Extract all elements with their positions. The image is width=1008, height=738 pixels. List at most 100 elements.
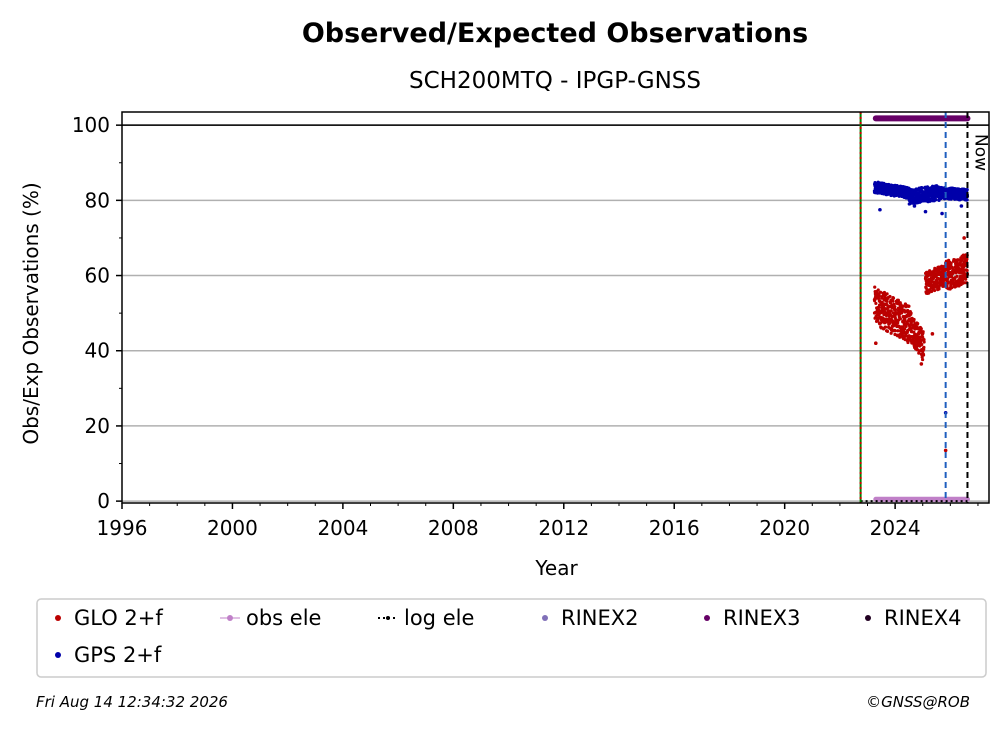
legend-rinex3-marker bbox=[704, 615, 710, 621]
x-tick-label: 2020 bbox=[759, 516, 810, 540]
series-glo-2-f-point bbox=[889, 309, 893, 313]
series-glo-2-f-point bbox=[907, 304, 911, 308]
y-tick-label: 0 bbox=[97, 489, 110, 513]
x-tick-label: 2000 bbox=[207, 516, 258, 540]
series-glo-2-f-point bbox=[922, 340, 926, 344]
series-glo-2-f-point bbox=[896, 298, 900, 302]
now-label: Now bbox=[970, 134, 990, 171]
series-glo-2-f-point bbox=[893, 308, 898, 312]
legend-rinex2-label: RINEX2 bbox=[561, 606, 639, 630]
series-glo-2-f-point bbox=[896, 321, 900, 325]
series-glo-2-f-point bbox=[921, 357, 925, 362]
x-tick-label: 2012 bbox=[538, 516, 589, 540]
series-glo-2-f-point bbox=[873, 285, 877, 289]
series-glo-2-f-point bbox=[903, 327, 907, 331]
legend-gps-2-f-label: GPS 2+f bbox=[74, 643, 162, 667]
series-glo-2-f-point bbox=[912, 317, 916, 322]
series-glo-2-f-point bbox=[882, 290, 887, 295]
x-tick-label: 2024 bbox=[870, 516, 921, 540]
series-glo-2-f-point bbox=[877, 293, 881, 297]
legend-rinex4-label: RINEX4 bbox=[884, 606, 962, 630]
series-glo-2-f-point bbox=[904, 324, 908, 329]
series-glo-2-f-point bbox=[922, 337, 926, 342]
legend-log-ele-label: log ele bbox=[404, 606, 474, 630]
legend-rinex4-marker bbox=[865, 615, 871, 621]
y-tick-label: 20 bbox=[85, 414, 110, 438]
series-glo-2-f-point bbox=[929, 289, 934, 294]
y-tick-label: 80 bbox=[85, 188, 110, 212]
series-glo-2-f-point bbox=[885, 292, 889, 296]
series-gps-2-f-outlier bbox=[923, 209, 928, 214]
legend-rinex3-label: RINEX3 bbox=[723, 606, 801, 630]
series-glo-2-f-point bbox=[874, 301, 878, 306]
series-glo-2-f-outlier bbox=[873, 341, 878, 346]
series-gps-2-f-outlier bbox=[878, 207, 882, 212]
y-tick-label: 60 bbox=[85, 264, 110, 288]
series-gps-2-f-point bbox=[934, 198, 938, 202]
series-glo-2-f-point bbox=[891, 296, 896, 300]
series-glo-2-f-point bbox=[965, 257, 969, 261]
footer-credit: ©GNSS@ROB bbox=[866, 693, 970, 711]
legend-glo-2-f-label: GLO 2+f bbox=[74, 606, 163, 630]
series-glo-2-f-outlier bbox=[919, 362, 924, 366]
x-axis-label: Year bbox=[534, 556, 578, 580]
series-glo-2-f-point bbox=[889, 331, 893, 335]
x-tick-label: 1996 bbox=[97, 516, 148, 540]
x-tick-label: 2008 bbox=[428, 516, 479, 540]
series-gps-2-f-outlier bbox=[959, 204, 964, 208]
series-glo-2-f-point bbox=[921, 330, 925, 334]
series-glo-2-f-point bbox=[888, 294, 892, 299]
series-glo-2-f-point bbox=[906, 340, 910, 345]
series-glo-2-f-point bbox=[885, 329, 890, 333]
series-glo-2-f-point bbox=[878, 290, 883, 294]
series-glo-2-f-point bbox=[919, 338, 924, 342]
series-glo-2-f-point bbox=[955, 274, 959, 278]
legend-gps-2-f-marker bbox=[55, 652, 61, 658]
series-glo-2-f-point bbox=[965, 268, 969, 273]
chart-subtitle: SCH200MTQ - IPGP-GNSS bbox=[409, 68, 701, 94]
series-glo-2-f-point bbox=[949, 261, 953, 265]
series-glo-2-f-point bbox=[900, 306, 904, 311]
series-glo-2-f-point bbox=[898, 317, 903, 321]
series-glo-2-f-point bbox=[891, 299, 895, 303]
series-gps-2-f-point bbox=[965, 188, 969, 192]
legend-rinex2-marker bbox=[542, 615, 548, 621]
series-glo-2-f-outlier bbox=[962, 236, 966, 240]
series-glo-2-f-point bbox=[893, 305, 897, 309]
series-glo-2-f-point bbox=[876, 288, 880, 292]
x-tick-label: 2004 bbox=[317, 516, 368, 540]
series-glo-2-f-point bbox=[950, 286, 954, 290]
series-glo-2-f-outlier bbox=[930, 332, 935, 336]
series-glo-2-f-point bbox=[932, 288, 937, 293]
legend-obs-ele-label: obs ele bbox=[246, 606, 321, 630]
series-gps-2-f-outlier bbox=[912, 204, 917, 208]
chart-title: Observed/Expected Observations bbox=[302, 18, 808, 49]
series-glo-2-f-point bbox=[909, 311, 913, 315]
series-glo-2-f-point bbox=[921, 353, 926, 357]
series-glo-2-f-point bbox=[898, 335, 902, 339]
series-glo-2-f-outlier bbox=[943, 448, 948, 453]
series-gps-2-f-outlier bbox=[940, 211, 944, 216]
series-glo-2-f-point bbox=[937, 287, 941, 291]
series-glo-2-f-point bbox=[893, 329, 897, 333]
series-glo-2-f-point bbox=[916, 321, 920, 326]
legend-log-ele-marker bbox=[386, 616, 390, 620]
series-glo-2-f-point bbox=[916, 332, 921, 336]
legend-obs-ele-marker bbox=[227, 615, 233, 621]
legend-glo-2-f-marker bbox=[55, 615, 61, 621]
series-glo-2-f-point bbox=[964, 277, 968, 281]
series-glo-2-f-point bbox=[883, 325, 888, 329]
x-tick-label: 2016 bbox=[649, 516, 700, 540]
series-glo-2-f-point bbox=[903, 334, 907, 339]
plot-frame bbox=[121, 111, 990, 504]
y-axis-label: Obs/Exp Observations (%) bbox=[19, 182, 43, 444]
series-glo-2-f-point bbox=[919, 327, 923, 331]
legend-box bbox=[36, 598, 987, 678]
y-tick-label: 40 bbox=[85, 339, 110, 363]
series-gps-2-f-point bbox=[965, 198, 969, 202]
series-glo-2-f-point bbox=[920, 342, 924, 347]
series-glo-2-f-point bbox=[896, 329, 900, 333]
series-glo-2-f-point bbox=[922, 345, 926, 349]
